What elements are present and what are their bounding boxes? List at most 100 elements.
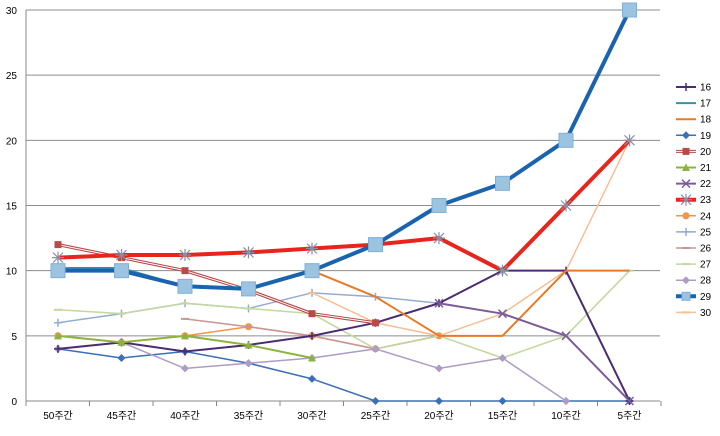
marker-plus (682, 83, 690, 91)
data-point (308, 331, 316, 340)
legend-label: 20 (700, 147, 712, 158)
data-point (179, 249, 191, 262)
data-point (54, 331, 62, 340)
data-point (244, 340, 253, 349)
data-point (562, 397, 570, 405)
marker-star (242, 246, 255, 259)
x-tick-label: 40주간 (170, 410, 200, 422)
marker-square (622, 2, 637, 18)
data-point (623, 134, 636, 147)
marker-square (241, 281, 256, 297)
legend-item-20: 20 (676, 147, 712, 158)
data-point (433, 232, 445, 245)
data-point (304, 263, 320, 279)
marker-diamond (308, 374, 316, 383)
data-point (682, 83, 690, 91)
legend-marker (681, 291, 691, 301)
data-point (306, 242, 318, 255)
marker-circle (682, 212, 690, 220)
data-point (242, 246, 255, 259)
legend-item-25: 25 (676, 227, 712, 238)
marker-star (52, 251, 64, 264)
marker-x (561, 331, 571, 341)
marker-diamond (435, 397, 443, 405)
data-point (181, 347, 189, 356)
marker-star (496, 264, 509, 277)
series-line (311, 140, 631, 337)
x-tick-label: 25주간 (361, 410, 391, 422)
marker-x (681, 179, 691, 189)
legend-item-23: 23 (676, 193, 712, 206)
series-28 (54, 338, 570, 405)
series-22 (434, 298, 635, 406)
data-point (181, 331, 189, 340)
data-point (680, 193, 692, 206)
data-point (372, 319, 379, 327)
x-tick-label: 15주간 (488, 410, 518, 422)
data-point (54, 344, 62, 353)
marker-star (306, 242, 318, 255)
data-point (498, 353, 507, 362)
series-line (57, 348, 630, 402)
marker-square (368, 237, 383, 253)
data-point (241, 281, 256, 297)
marker-square (431, 198, 447, 213)
marker-square (558, 132, 574, 148)
legend-label: 17 (700, 99, 712, 110)
data-point (560, 199, 572, 212)
y-axis: 0 5 10 15 20 25 30 (6, 6, 27, 408)
marker-star (560, 199, 572, 212)
legend-item-30: 30 (676, 308, 712, 319)
marker-square (308, 310, 316, 318)
legend-item-21: 21 (676, 163, 712, 174)
marker-triangle (308, 353, 316, 362)
data-point (682, 163, 690, 171)
y-tick-label: 15 (6, 202, 18, 213)
x-axis: 50주간 45주간 40주간 35주간 30주간 25주간 20주간 15주간 10주간 5주간 (25, 401, 662, 422)
marker-plus (308, 331, 316, 340)
data-point (682, 147, 690, 155)
marker-square (54, 241, 62, 249)
data-point (244, 359, 253, 368)
legend-label: 24 (700, 211, 712, 222)
marker-diamond (682, 276, 690, 285)
legend-label: 23 (700, 195, 712, 206)
x-tick-label: 50주간 (43, 410, 73, 422)
marker-square (181, 267, 189, 275)
data-point (622, 2, 637, 18)
data-point (114, 263, 129, 279)
marker-triangle (117, 338, 126, 346)
marker-star (433, 232, 445, 245)
series-line (57, 270, 631, 359)
y-tick-label: 30 (6, 6, 18, 17)
data-point (181, 364, 189, 373)
data-point (54, 241, 62, 249)
legend-item-18: 18 (676, 115, 712, 126)
series-line (57, 138, 631, 273)
marker-plus (54, 318, 62, 327)
data-point (435, 397, 443, 405)
marker-diamond (117, 353, 126, 362)
legend-item-24: 24 (676, 211, 712, 222)
y-tick-label: 10 (6, 267, 18, 278)
data-point (495, 175, 510, 191)
data-point (54, 318, 62, 327)
data-point (50, 263, 66, 279)
data-point (115, 249, 128, 262)
marker-x (497, 309, 508, 319)
marker-star (115, 249, 128, 262)
y-tick-label: 5 (11, 332, 17, 343)
marker-star (179, 249, 191, 262)
legend-label: 27 (700, 260, 712, 271)
marker-triangle (54, 331, 62, 340)
series-18 (311, 269, 630, 337)
data-point (368, 237, 383, 253)
data-point (561, 331, 571, 341)
y-tick-label: 20 (6, 136, 18, 147)
legend-item-17: 17 (676, 99, 712, 110)
marker-x (434, 298, 444, 308)
marker-diamond (371, 397, 380, 405)
marker-diamond (498, 353, 507, 362)
data-point (681, 179, 691, 189)
data-point (434, 298, 444, 308)
